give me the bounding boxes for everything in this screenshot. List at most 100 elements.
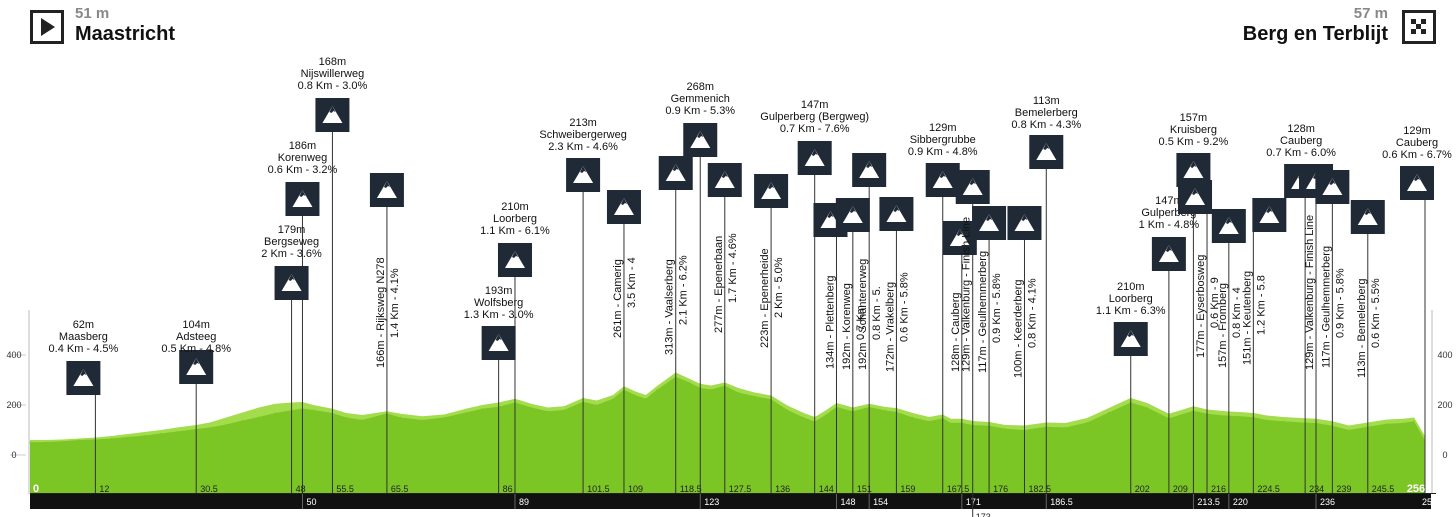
profile-point [710,388,712,391]
climb-vertical-label: 313m - Vaalserberg [664,259,676,355]
climb-vertical-label: 134m - Plettenberg [824,275,836,369]
km-label-top: 55.5 [336,484,354,494]
mountain-icon [962,178,983,195]
climb-stats: 0.9 Km - 5.3% [665,105,735,117]
mountain-icon [1183,161,1204,178]
km-label-top: 167.5 [947,484,970,494]
profile-point [111,437,113,440]
km-label-bottom: 89 [519,497,529,507]
climb-vertical-stats: 2 Km - 5.0% [773,257,785,318]
climb-altitude: 268m [686,81,714,93]
profile-point [1348,429,1350,431]
climb-vertical-label: 117m - Geulhemmerberg [977,251,989,373]
mountain-icon [886,205,907,222]
profile-point [803,416,805,419]
profile-point [1086,421,1088,424]
km-label-bottom: 220 [1233,497,1248,507]
climb-name: Gemmenich [671,93,730,105]
mountain-icon [1322,178,1343,195]
climb-marker [1007,206,1042,240]
climb-stats: 1.3 Km - 3.0% [464,309,534,321]
start-play-icon [30,10,64,44]
finish-city: Berg en Terblijt [1242,23,1388,45]
mountain-icon [488,334,509,351]
profile-point [62,440,64,442]
km-label-top: 209 [1173,484,1188,494]
profile-point [160,432,162,435]
climb-altitude: 168m [319,56,347,68]
climb-marker [1113,322,1148,356]
km-label-top: 12 [99,484,109,494]
climb-stats: 0.5 Km - 9.2% [1159,136,1229,148]
climb-marker [274,266,309,300]
km-label-top: 48 [296,484,306,494]
km-label-top: 216 [1211,484,1226,494]
climb-marker [955,170,990,204]
km-label-top: 101.5 [587,484,610,494]
km-label-bottom: 148 [840,497,855,507]
profile-point [312,409,314,411]
climb-stats: 0.9 Km - 4.8% [908,146,978,158]
climb-vertical-stats: 0.8 Km - 4.1% [1026,278,1038,348]
climb-name: Bergseweg [264,236,319,248]
profile-point [78,439,80,441]
mountain-icon [504,251,525,268]
profile-point [209,426,211,429]
climb-vertical-label: 192m - Schantererweg [857,259,869,370]
climb-marker [66,361,101,395]
profile-point [481,408,483,410]
km-label-bottom: 236 [1320,497,1335,507]
km-label-bottom: 50 [306,497,316,507]
climb-marker [754,174,789,208]
climb-vertical-label: 129m - Valkenburg - Finish Line [1304,215,1316,370]
km-label-top: 176 [993,484,1008,494]
km-label-top: 127.5 [729,484,752,494]
profile-point [1108,411,1110,414]
climb-vertical-label: 277m - Epenerbaan [713,236,725,333]
km-label-top: 136 [775,484,790,494]
km-label-top: 86 [503,484,513,494]
climb-name: Gulperberg (Bergweg) [760,111,869,123]
climb-marker [481,326,516,360]
climb-altitude: 179m [278,224,306,236]
climb-marker [179,350,214,384]
profile-point [825,414,827,416]
climb-altitude: 128m [1287,123,1315,135]
profile-point [1282,420,1284,422]
climb-vertical-label: 151m - Keutenberg [1241,271,1253,365]
climb-altitude: 210m [1117,281,1145,293]
climb-marker [1315,170,1350,204]
climb-altitude: 129m [929,122,957,134]
climb-marker [1151,237,1186,271]
climb-altitude: 186m [289,140,317,152]
km-label-bottom: 154 [873,497,888,507]
mountain-icon [1014,214,1035,231]
profile-point [258,416,260,418]
y-tick-label-left: 400 [6,350,21,360]
mountain-icon [1185,188,1206,205]
climb-marker [972,206,1007,240]
profile-point [1413,420,1415,422]
climb-name: Loorberg [1109,293,1153,305]
climb-marker [566,158,601,192]
climb-stats: 0.4 Km - 4.5% [49,343,119,355]
mountain-icon [1036,143,1057,160]
climb-stats: 0.7 Km - 6.0% [1266,147,1336,159]
mountain-icon [1259,206,1280,223]
climb-name: Cauberg [1280,135,1322,147]
profile-point [612,398,614,400]
profile-point [688,381,691,384]
climb-marker [606,190,641,224]
climb-name: Sibbergrubbe [910,134,976,146]
km-label-top: 202 [1135,484,1150,494]
climb-name: Adsteeg [176,331,216,343]
climb-stats: 0.5 Km - 4.8% [161,343,231,355]
climb-marker [835,198,870,232]
km-label-top: 234 [1309,484,1324,494]
climb-altitude: 147m [1155,195,1183,207]
mountain-icon [714,171,735,188]
km-label-top: 144 [819,484,834,494]
km-label-bottom: 186.5 [1050,497,1073,507]
climb-name: Maasberg [59,331,108,343]
km-label-top: 109 [628,484,643,494]
